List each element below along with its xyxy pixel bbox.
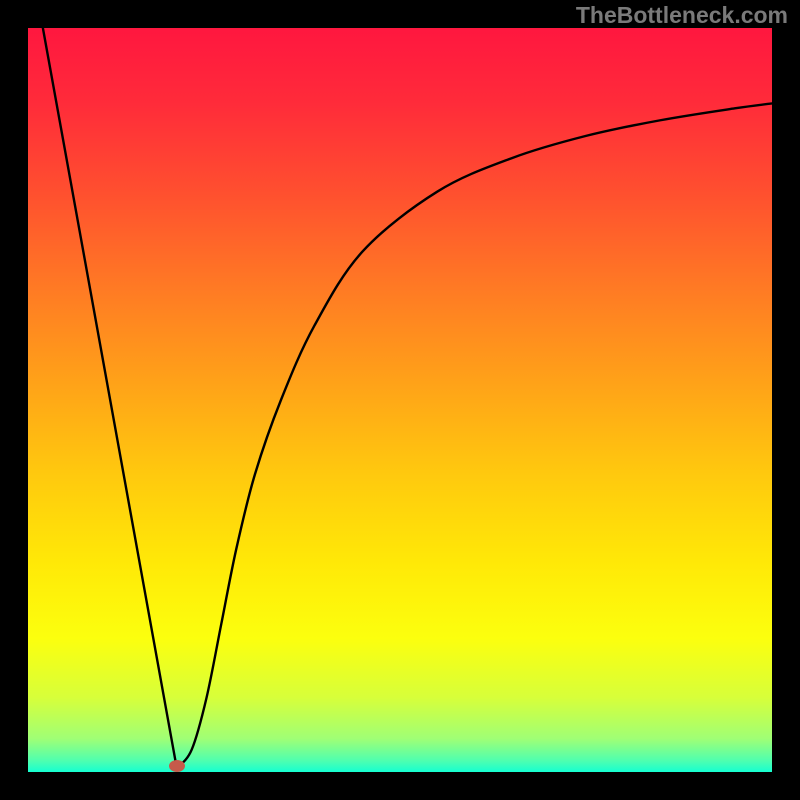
curve-svg: [28, 28, 772, 772]
watermark-text: TheBottleneck.com: [576, 2, 788, 29]
plot-area: [28, 28, 772, 772]
curve-path: [43, 28, 772, 768]
chart-container: TheBottleneck.com: [0, 0, 800, 800]
vertex-marker: [169, 760, 185, 772]
